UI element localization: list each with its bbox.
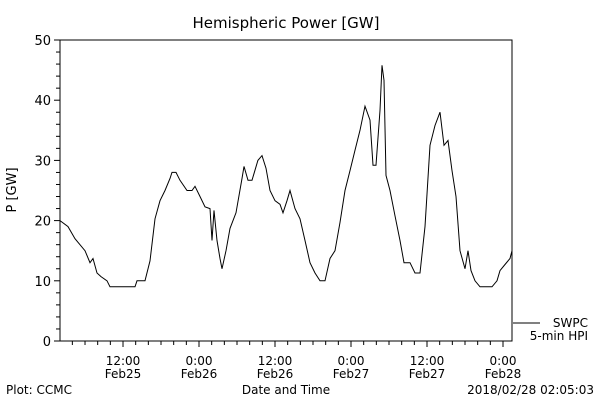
- legend: SWPC 5-min HPI: [513, 316, 588, 343]
- series-line-hpi: [59, 65, 513, 288]
- plot-credit: Plot: CCMC: [6, 383, 72, 397]
- legend-label-hpi: 5-min HPI: [530, 329, 588, 343]
- x-tick-time: 0:00: [186, 354, 213, 368]
- plot-timestamp: 2018/02/28 02:05:03: [467, 383, 594, 397]
- y-tick-label: 30: [34, 154, 51, 169]
- y-axis: 0 10 20 30 40 50: [34, 34, 60, 350]
- plot-frame: [59, 39, 513, 342]
- x-tick-date: Feb26: [257, 367, 294, 381]
- x-tick-date: Feb27: [409, 367, 446, 381]
- x-axis: 12:00Feb250:00Feb2612:00Feb260:00Feb2712…: [71, 341, 522, 381]
- x-tick-time: 0:00: [490, 354, 517, 368]
- y-tick-label: 0: [43, 335, 51, 350]
- x-tick-time: 0:00: [338, 354, 365, 368]
- y-axis-label: P [GW]: [5, 167, 20, 212]
- x-tick-date: Feb26: [181, 367, 218, 381]
- x-tick-time: 12:00: [106, 354, 141, 368]
- legend-label-swpc: SWPC: [553, 316, 588, 330]
- y-tick-label: 20: [34, 215, 51, 230]
- x-tick-date: Feb25: [105, 367, 142, 381]
- x-tick-time: 12:00: [410, 354, 445, 368]
- series-group: [59, 65, 513, 288]
- y-tick-label: 10: [34, 275, 51, 290]
- x-tick-time: 12:00: [258, 354, 293, 368]
- x-axis-label: Date and Time: [242, 383, 330, 397]
- y-tick-label: 50: [34, 34, 51, 49]
- chart-title: Hemispheric Power [GW]: [193, 14, 380, 32]
- x-tick-date: Feb27: [333, 367, 370, 381]
- x-tick-date: Feb28: [485, 367, 522, 381]
- y-tick-label: 40: [34, 94, 51, 109]
